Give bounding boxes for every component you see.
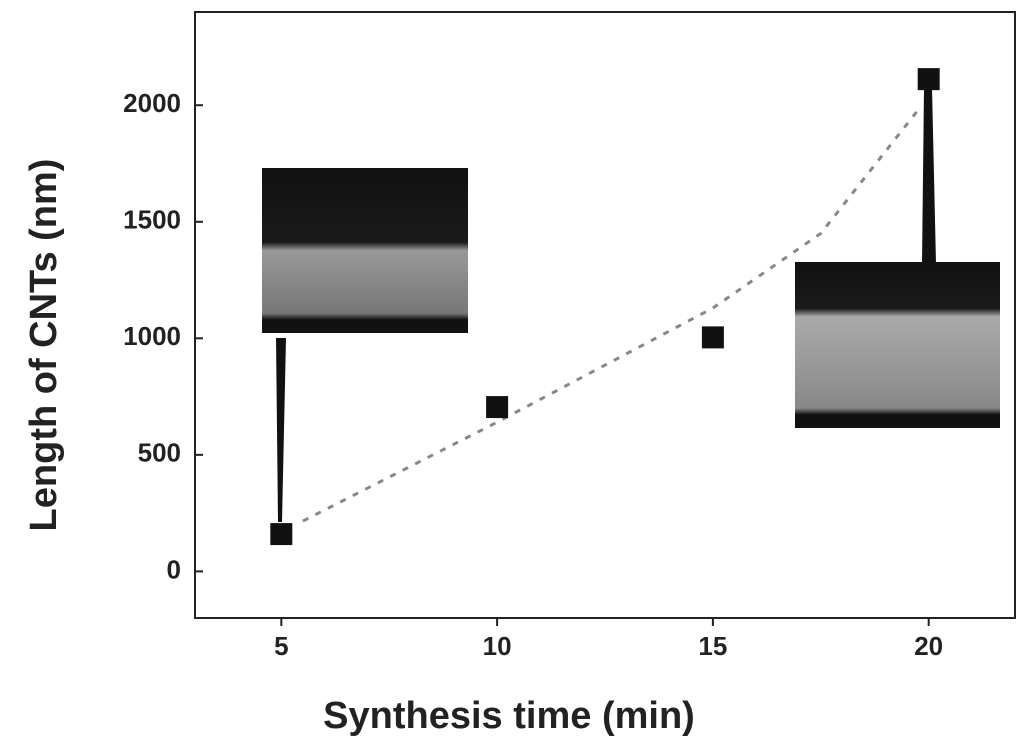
sem-inset bbox=[262, 168, 468, 333]
data-point bbox=[917, 68, 940, 91]
y-axis-title: Length of CNTs (nm) bbox=[23, 159, 65, 532]
y-tick-label: 0 bbox=[167, 554, 181, 584]
data-point bbox=[270, 523, 293, 546]
plot-frame bbox=[194, 11, 1016, 619]
x-tick-label: 10 bbox=[483, 631, 512, 661]
x-tick-label: 20 bbox=[914, 631, 943, 661]
fit-line bbox=[302, 106, 922, 523]
y-tick-label: 2000 bbox=[123, 88, 181, 118]
y-tick-label: 500 bbox=[138, 438, 181, 468]
x-tick-label: 5 bbox=[274, 631, 288, 661]
y-tick-label: 1000 bbox=[123, 321, 181, 351]
data-point bbox=[701, 326, 724, 349]
sem-inset bbox=[795, 262, 1000, 428]
inset-pointer bbox=[276, 338, 286, 522]
x-axis-title: Synthesis time (min) bbox=[323, 695, 695, 737]
data-point bbox=[486, 396, 509, 419]
y-tick-label: 1500 bbox=[123, 205, 181, 235]
x-tick-label: 15 bbox=[698, 631, 727, 661]
inset-pointer bbox=[922, 88, 936, 264]
